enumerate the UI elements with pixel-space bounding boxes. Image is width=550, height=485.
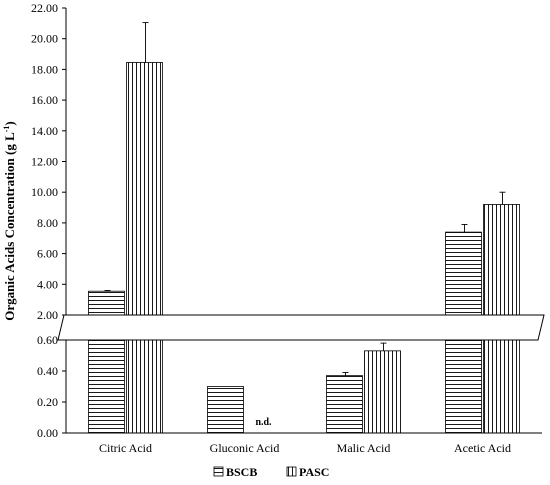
- y-tick-label: 14.00: [31, 124, 58, 138]
- y-tick-label: 0.00: [37, 426, 58, 440]
- y-tick-label: 12.00: [31, 155, 58, 169]
- y-tick-label: 0.60: [37, 333, 58, 347]
- y-axis-title-close: ): [2, 121, 17, 125]
- x-tick-label: Malic Acid: [337, 441, 391, 455]
- legend-label-pasc: PASC: [299, 465, 329, 479]
- y-axis-title-sup: -1: [2, 126, 11, 133]
- y-tick-label: 16.00: [31, 93, 58, 107]
- y-tick-label: 6.00: [37, 247, 58, 261]
- y-ticks-layer: 0.00 0.20 0.40 0.60 2.00 4.00 6.00 8.00 10.00 12.…: [31, 1, 66, 440]
- bar-bscb-malic-acid: [326, 375, 363, 434]
- y-tick-label: 18.00: [31, 62, 58, 76]
- legend: BSCB PASC: [213, 465, 329, 479]
- y-tick-label: 20.00: [31, 32, 58, 46]
- annotation-label: n.d.: [255, 417, 272, 428]
- y-tick-label: 4.00: [37, 277, 58, 291]
- error-bars-layer: [104, 22, 506, 376]
- legend-swatch-bscb: [213, 466, 224, 477]
- axis-break-band: [57, 314, 545, 341]
- y-tick-label: 0.40: [37, 364, 58, 378]
- legend-swatch-pasc: [286, 466, 297, 477]
- bar-bscb-citric-acid: [88, 290, 125, 434]
- x-tick-label: Gluconic Acid: [210, 441, 280, 455]
- bars-layer: [88, 62, 520, 434]
- y-tick-label: 2.00: [37, 308, 58, 322]
- bar-bscb-gluconic-acid: [207, 386, 244, 434]
- y-tick-label: 22.00: [31, 1, 58, 15]
- y-tick-label: 0.20: [37, 395, 58, 409]
- y-tick-label: 10.00: [31, 185, 58, 199]
- y-axis-title: Organic Acids Concentration (g L-1): [2, 121, 17, 321]
- bar-pasc-malic-acid: [364, 350, 401, 434]
- x-labels-layer: Citric Acid Gluconic Acid Malic Acid Acetic…: [99, 441, 511, 455]
- x-tick-label: Citric Acid: [99, 441, 152, 455]
- legend-label-bscb: BSCB: [226, 465, 257, 479]
- y-axis-title-main: Organic Acids Concentration (g L: [2, 132, 17, 321]
- bar-pasc-citric-acid: [126, 62, 163, 434]
- x-tick-label: Acetic Acid: [454, 441, 511, 455]
- y-tick-label: 8.00: [37, 216, 58, 230]
- annotations-layer: n.d.: [255, 417, 272, 428]
